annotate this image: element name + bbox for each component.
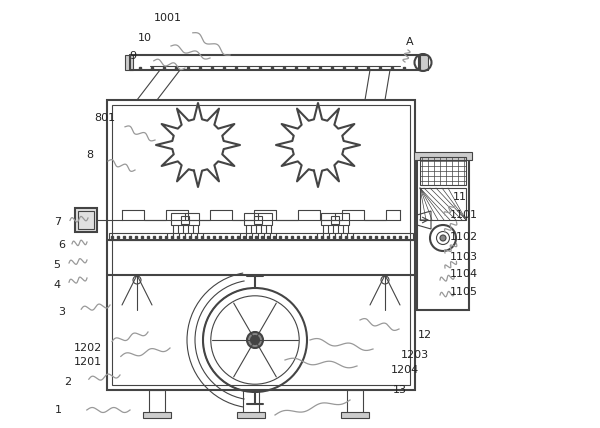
Text: 5: 5 xyxy=(53,260,61,270)
Circle shape xyxy=(193,140,203,150)
Bar xyxy=(78,211,94,229)
Text: 13: 13 xyxy=(393,385,407,395)
Text: 1204: 1204 xyxy=(391,365,419,375)
Bar xyxy=(418,55,428,70)
Text: 1001: 1001 xyxy=(154,13,182,23)
Bar xyxy=(181,216,189,224)
Bar xyxy=(417,155,469,310)
Bar xyxy=(149,390,165,413)
Polygon shape xyxy=(156,103,240,187)
Text: 1203: 1203 xyxy=(401,350,429,360)
Bar xyxy=(420,188,466,220)
Bar xyxy=(420,157,466,185)
Text: 10: 10 xyxy=(138,33,152,43)
Text: 8: 8 xyxy=(86,150,94,160)
Bar xyxy=(331,216,339,224)
Text: 3: 3 xyxy=(59,307,65,317)
Bar xyxy=(125,55,133,70)
Circle shape xyxy=(440,235,446,241)
Polygon shape xyxy=(276,103,360,187)
Bar xyxy=(414,152,472,160)
Bar xyxy=(341,412,369,418)
Text: 2: 2 xyxy=(64,377,71,387)
Text: 801: 801 xyxy=(94,113,116,123)
Text: 1104: 1104 xyxy=(450,269,478,279)
Bar xyxy=(243,390,259,413)
Circle shape xyxy=(251,336,259,344)
Text: 1105: 1105 xyxy=(450,287,478,297)
Text: A: A xyxy=(406,37,414,47)
Text: 1102: 1102 xyxy=(450,232,478,242)
Bar xyxy=(112,105,410,385)
Bar xyxy=(143,412,171,418)
Text: 4: 4 xyxy=(53,280,61,290)
Bar xyxy=(347,390,363,413)
Text: 1: 1 xyxy=(55,405,62,415)
Circle shape xyxy=(247,332,263,348)
Text: 11: 11 xyxy=(453,192,467,202)
Text: 1201: 1201 xyxy=(74,357,102,367)
Circle shape xyxy=(313,140,323,150)
Text: 7: 7 xyxy=(55,217,62,227)
Text: 6: 6 xyxy=(59,240,65,250)
Text: 1103: 1103 xyxy=(450,252,478,262)
Bar xyxy=(244,213,272,225)
Bar xyxy=(237,412,265,418)
Text: 1101: 1101 xyxy=(450,210,478,220)
Bar xyxy=(171,213,199,225)
Bar xyxy=(107,100,415,390)
Text: 9: 9 xyxy=(130,51,137,61)
Text: 12: 12 xyxy=(418,330,432,340)
Bar xyxy=(254,216,262,224)
Bar xyxy=(109,233,413,240)
Bar xyxy=(75,208,97,232)
Bar xyxy=(321,213,349,225)
Text: 1202: 1202 xyxy=(74,343,102,353)
